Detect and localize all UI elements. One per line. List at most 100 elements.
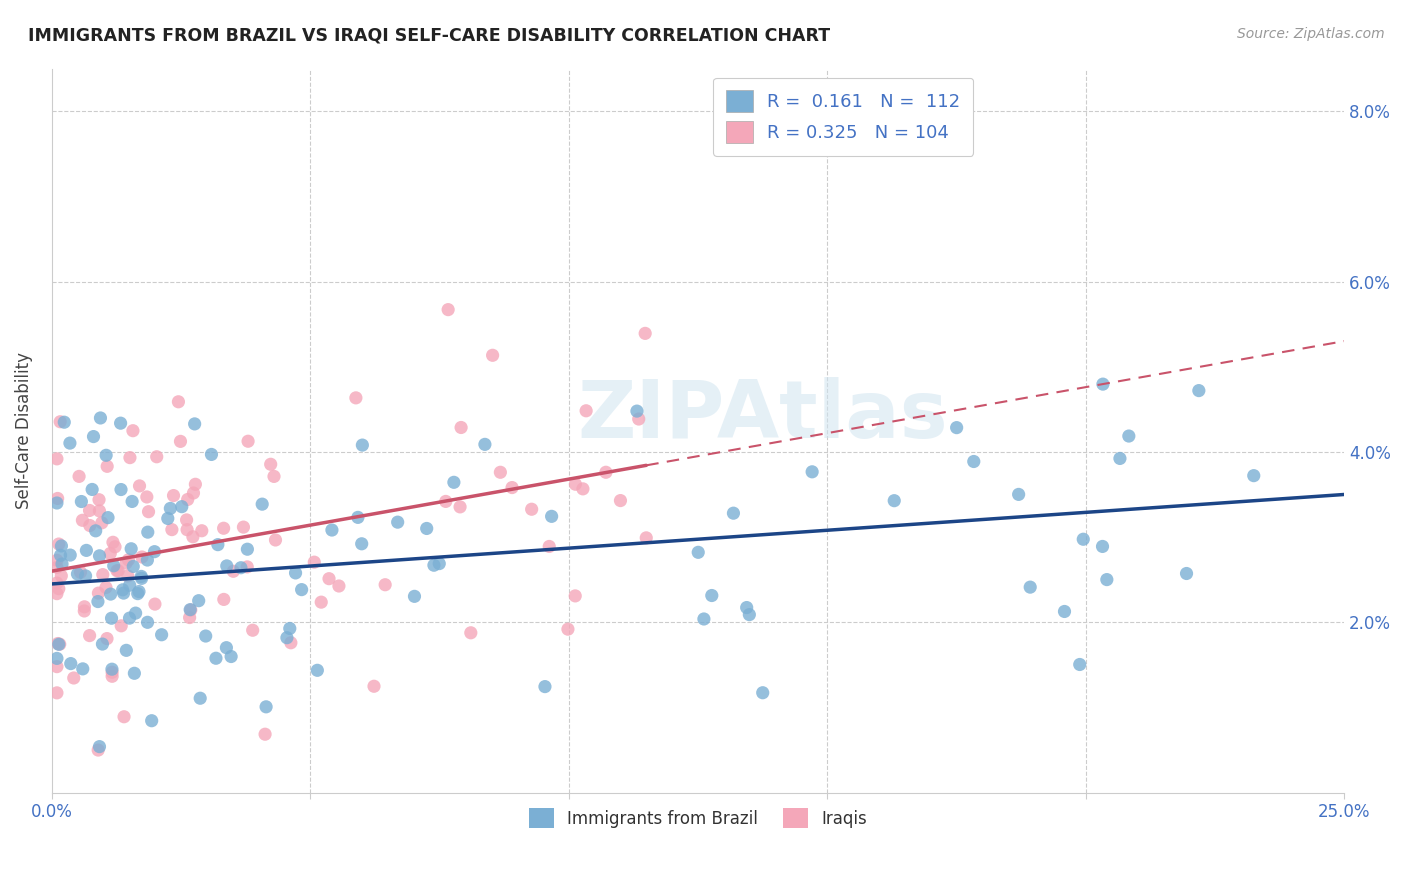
Point (350, 537, 373, 551)
Point (387, 515, 409, 529)
Point (738, 607, 761, 622)
Point (107, 564, 129, 578)
Point (437, 302, 460, 317)
Point (723, 506, 745, 520)
Point (263, 469, 285, 483)
Point (94, 448, 117, 462)
Point (141, 714, 163, 728)
Point (572, 482, 595, 496)
Point (1118, 429, 1140, 443)
Point (135, 490, 157, 504)
Point (87, 594, 110, 608)
Point (284, 566, 307, 580)
Point (59, 657, 82, 671)
Point (352, 438, 374, 452)
Point (450, 420, 472, 434)
Point (236, 434, 259, 449)
Point (700, 589, 723, 603)
Point (79, 518, 101, 533)
Point (90, 516, 112, 530)
Point (557, 622, 579, 636)
Y-axis label: Self-Care Disability: Self-Care Disability (15, 352, 32, 509)
Point (96, 459, 118, 474)
Point (100, 587, 122, 601)
Point (179, 602, 201, 616)
Point (70, 494, 93, 508)
Point (128, 584, 150, 599)
Point (136, 615, 159, 630)
Text: IMMIGRANTS FROM BRAZIL VS IRAQI SELF-CARE DISABILITY CORRELATION CHART: IMMIGRANTS FROM BRAZIL VS IRAQI SELF-CAR… (28, 27, 831, 45)
Point (129, 569, 152, 583)
Point (321, 523, 343, 537)
Point (363, 679, 385, 693)
Point (176, 513, 198, 527)
Text: ZIPAtlas: ZIPAtlas (578, 377, 948, 455)
Point (110, 416, 132, 430)
Point (101, 669, 124, 683)
Point (103, 558, 125, 573)
Point (735, 600, 758, 615)
Point (73, 599, 96, 614)
Point (51, 557, 73, 571)
Point (215, 640, 238, 655)
Legend: Immigrants from Brazil, Iraqis: Immigrants from Brazil, Iraqis (522, 801, 873, 835)
Point (53, 415, 76, 429)
Point (188, 691, 211, 706)
Point (122, 559, 145, 574)
Point (160, 523, 183, 537)
Point (627, 412, 650, 426)
Point (280, 636, 302, 650)
Point (260, 458, 283, 472)
Point (1091, 377, 1114, 392)
Point (128, 479, 150, 493)
Point (207, 538, 229, 552)
Point (62, 671, 84, 685)
Point (82, 429, 104, 443)
Point (347, 510, 370, 524)
Point (51, 569, 73, 583)
Point (534, 680, 557, 694)
Point (59, 436, 82, 450)
Point (176, 492, 198, 507)
Point (236, 542, 259, 557)
Point (136, 553, 159, 567)
Point (427, 557, 450, 571)
Point (481, 348, 503, 362)
Point (191, 524, 214, 538)
Point (75, 543, 97, 558)
Point (501, 481, 523, 495)
Point (167, 394, 190, 409)
Point (72, 662, 94, 676)
Point (89, 549, 111, 563)
Point (540, 509, 562, 524)
Point (138, 505, 160, 519)
Point (187, 593, 209, 607)
Point (45, 587, 67, 601)
Point (46, 636, 69, 650)
Point (112, 586, 135, 600)
Point (443, 475, 465, 490)
Point (127, 587, 149, 601)
Point (49, 415, 72, 429)
Point (415, 521, 437, 535)
Point (45, 576, 67, 591)
Point (156, 511, 179, 525)
Point (474, 437, 496, 451)
Point (159, 501, 181, 516)
Point (143, 597, 166, 611)
Point (122, 424, 145, 438)
Point (98, 547, 121, 561)
Point (100, 611, 122, 625)
Point (115, 556, 138, 570)
Point (82, 483, 104, 497)
Point (575, 404, 598, 418)
Point (374, 578, 396, 592)
Point (87, 586, 110, 600)
Point (169, 434, 191, 449)
Point (1095, 573, 1118, 587)
Point (423, 558, 446, 573)
Point (194, 629, 217, 643)
Point (318, 572, 340, 586)
Point (101, 662, 124, 676)
Point (51, 539, 73, 553)
